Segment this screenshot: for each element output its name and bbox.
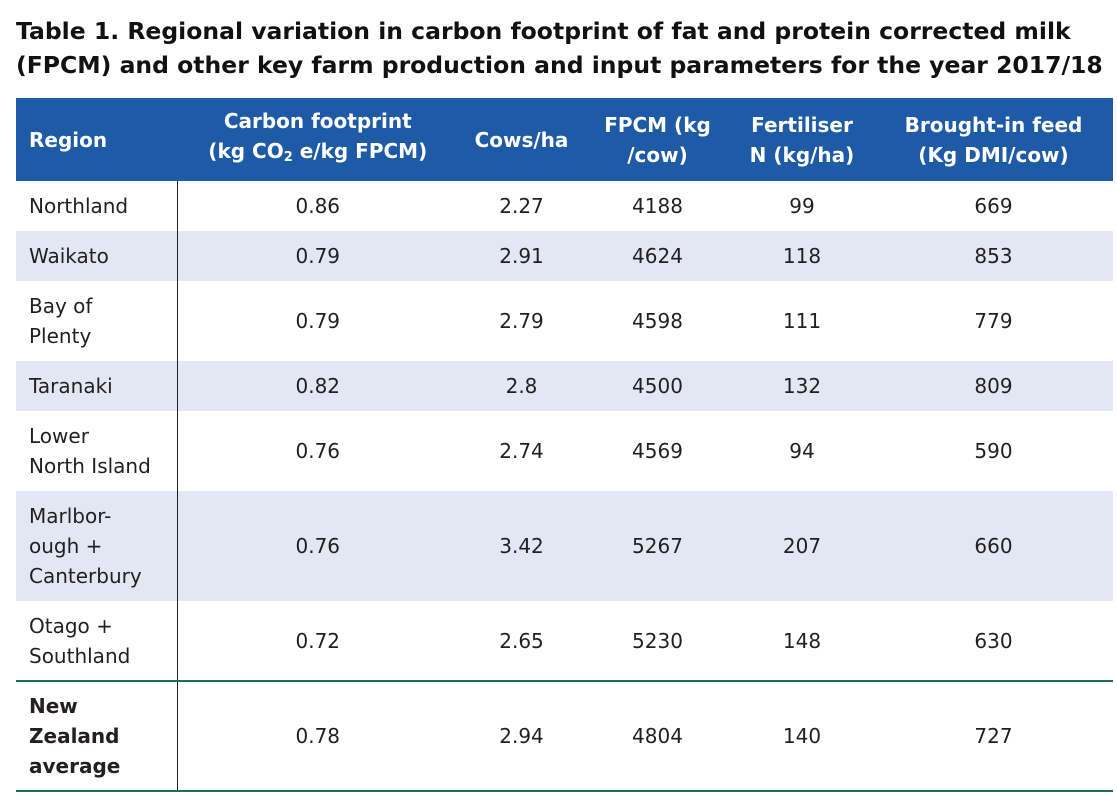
cell-fpcm: 4188 [632, 194, 683, 218]
table-caption: Table 1. Regional variation in carbon fo… [16, 14, 1106, 82]
table-row: Lower North Island 0.76 2.74 4569 94 590 [16, 411, 1113, 491]
table-row: Taranaki 0.82 2.8 4500 132 809 [16, 361, 1113, 411]
cell-cows: 2.94 [458, 680, 585, 792]
cell-fertiliser: 207 [730, 491, 874, 601]
table-row: Northland 0.86 2.27 4188 99 669 [16, 181, 1113, 231]
header-feed-line-1: Brought-in feed [904, 112, 1083, 137]
cell-fertiliser: 99 [789, 194, 815, 218]
cell-cows: 3.42 [458, 491, 585, 601]
data-table: Region Carbon footprint (kg CO2 e/kg FPC… [16, 98, 1113, 792]
header-carbon-unit-suffix: e/kg FPCM) [292, 139, 428, 163]
cell-feed: 630 [974, 628, 1013, 653]
cell-cows: 2.74 [499, 439, 544, 463]
header-fpcm-line-1: FPCM (kg [604, 112, 711, 137]
table-row: Marlbor-ough + Canterbury 0.76 3.42 5267 … [16, 491, 1113, 601]
cell-region: Northland [16, 181, 178, 231]
cell-feed: 779 [974, 309, 1013, 333]
table-body: Northland 0.86 2.27 4188 99 669 Waikato … [16, 181, 1113, 792]
header-region: Region [16, 98, 178, 181]
cell-fertiliser: 111 [782, 309, 822, 333]
header-brought-in-feed: Brought-in feed (Kg DMI/cow) [874, 98, 1113, 181]
header-fertiliser-line-2: N (kg/ha) [749, 142, 855, 167]
region-line: Waikato [29, 244, 109, 268]
region-line: Otago + [29, 613, 113, 638]
header-fpcm: FPCM (kg /cow) [585, 98, 730, 181]
cell-fertiliser: 94 [789, 439, 815, 463]
region-line: Taranaki [29, 374, 113, 398]
cell-carbon: 0.78 [177, 680, 458, 792]
cell-carbon: 0.76 [295, 439, 341, 463]
cell-fpcm: 4569 [632, 439, 683, 463]
cell-region: Otago + Southland [16, 601, 178, 681]
cell-carbon: 0.72 [295, 628, 341, 653]
cell-feed: 669 [974, 194, 1013, 218]
region-line: ough + [29, 534, 103, 558]
region-line: Canterbury [29, 564, 142, 588]
table-row: Bay of Plenty 0.79 2.79 4598 111 779 [16, 281, 1113, 361]
cell-carbon: 0.79 [295, 309, 341, 333]
cell-carbon: 0.82 [177, 361, 458, 411]
cell-carbon: 0.86 [295, 194, 341, 218]
region-line: Lower [29, 424, 89, 448]
region-line: Bay of [29, 294, 93, 318]
table-row: Otago + Southland 0.72 2.65 5230 148 630 [16, 601, 1113, 681]
region-line: Plenty [29, 324, 92, 348]
region-line: Marlbor- [29, 504, 112, 528]
caption-line-2: (FPCM) and other key farm production and… [16, 51, 1103, 79]
cell-fertiliser: 140 [730, 680, 874, 792]
region-line: Zealand [29, 724, 120, 748]
cell-fpcm: 4624 [585, 231, 730, 281]
region-line: North Island [29, 454, 151, 478]
cell-fpcm: 5267 [585, 491, 730, 601]
cell-fertiliser: 132 [730, 361, 874, 411]
cell-cows: 2.91 [458, 231, 585, 281]
region-line: Southland [29, 643, 131, 668]
region-line: Northland [29, 194, 129, 218]
total-row: New Zealand average 0.78 2.94 4804 140 727 [16, 680, 1113, 792]
cell-cows: 2.65 [499, 628, 544, 653]
cell-region: Lower North Island [16, 411, 178, 491]
cell-feed: 853 [874, 231, 1113, 281]
header-row: Region Carbon footprint (kg CO2 e/kg FPC… [16, 98, 1113, 181]
cell-fpcm: 4500 [585, 361, 730, 411]
cell-region: Marlbor-ough + Canterbury [16, 491, 178, 601]
caption-line-1: Table 1. Regional variation in carbon fo… [16, 17, 1071, 45]
cell-region: Bay of Plenty [16, 281, 178, 361]
cell-region: Waikato [16, 231, 178, 281]
header-carbon-footprint: Carbon footprint (kg CO2 e/kg FPCM) [177, 98, 458, 181]
header-fertiliser-line-1: Fertiliser [751, 112, 853, 137]
region-line: New [29, 694, 78, 718]
cell-cows: 2.79 [499, 309, 544, 333]
header-fpcm-line-2: /cow) [627, 142, 688, 167]
cell-fertiliser: 118 [730, 231, 874, 281]
cell-fpcm: 5230 [632, 628, 683, 653]
header-carbon-line-2: (kg CO2 e/kg FPCM) [178, 136, 459, 173]
header-carbon-subscript: 2 [283, 150, 293, 165]
cell-region: Taranaki [16, 361, 178, 411]
region-line: average [29, 754, 121, 778]
cell-cows: 2.27 [499, 194, 544, 218]
cell-carbon: 0.76 [177, 491, 458, 601]
cell-feed: 660 [874, 491, 1113, 601]
header-cows: Cows/ha [458, 98, 585, 181]
cell-fertiliser: 148 [782, 628, 822, 653]
header-carbon-unit-prefix: (kg CO [208, 139, 284, 163]
cell-fpcm: 4804 [585, 680, 730, 792]
cell-cows: 2.8 [458, 361, 585, 411]
header-feed-line-2: (Kg DMI/cow) [918, 142, 1069, 167]
cell-carbon: 0.79 [177, 231, 458, 281]
table-header: Region Carbon footprint (kg CO2 e/kg FPC… [16, 98, 1113, 181]
table-row: Waikato 0.79 2.91 4624 118 853 [16, 231, 1113, 281]
cell-feed: 727 [874, 680, 1113, 792]
header-fertiliser: Fertiliser N (kg/ha) [730, 98, 874, 181]
cell-feed: 590 [974, 439, 1013, 463]
cell-feed: 809 [874, 361, 1113, 411]
cell-fpcm: 4598 [632, 309, 683, 333]
header-carbon-line-1: Carbon footprint [223, 109, 412, 133]
cell-region-total: New Zealand average [16, 680, 178, 792]
